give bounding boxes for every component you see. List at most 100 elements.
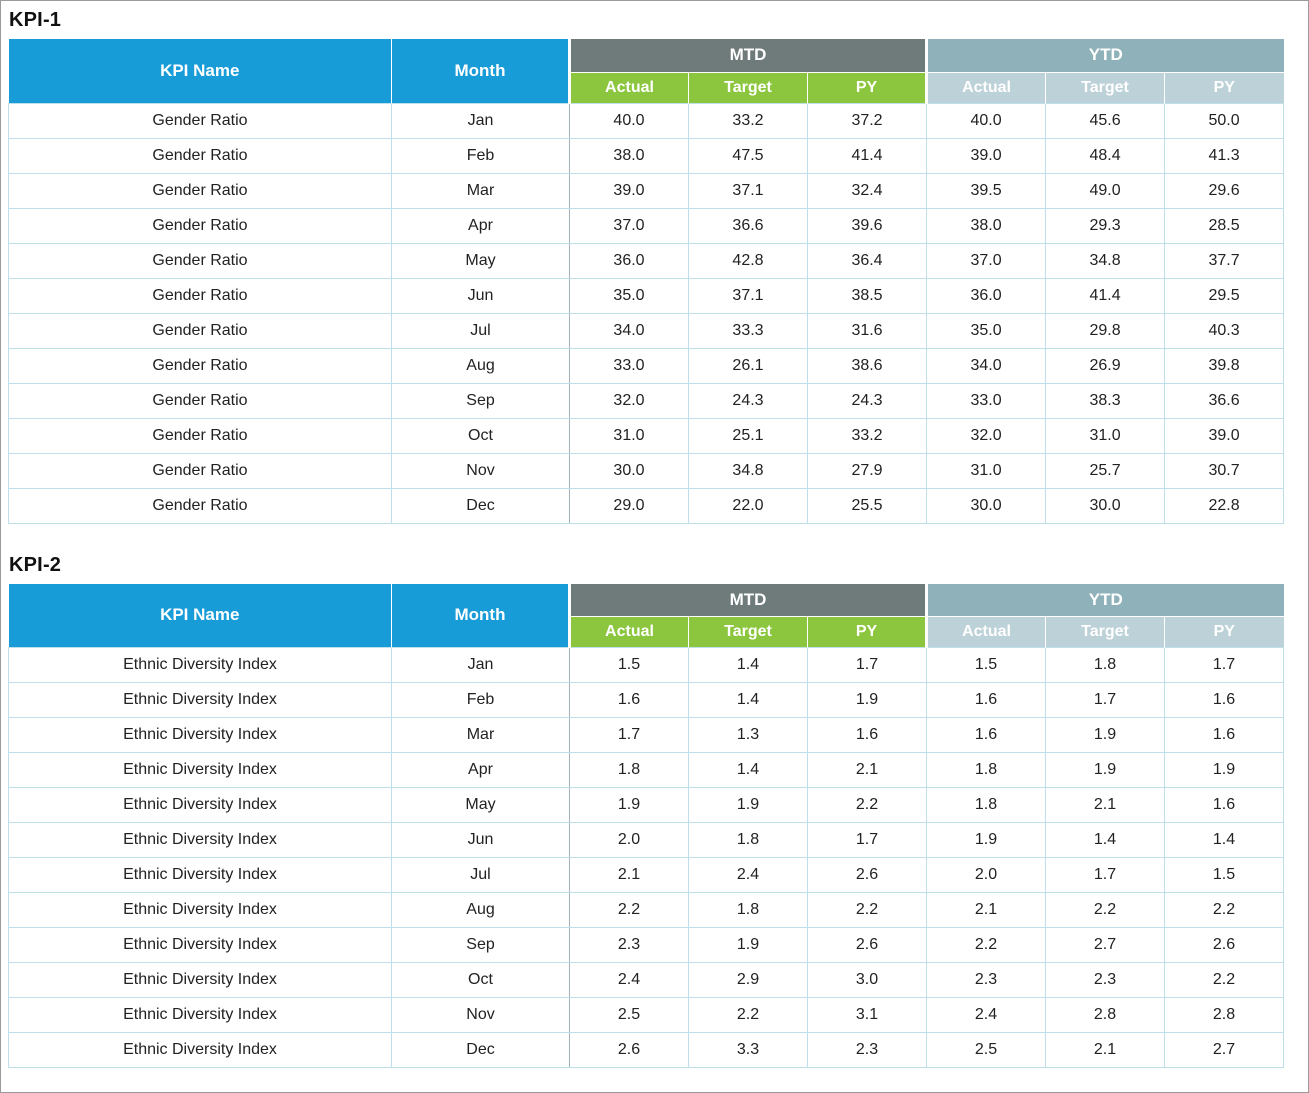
- month-cell[interactable]: Jun: [391, 822, 570, 858]
- mtd-actual-cell[interactable]: 37.0: [569, 207, 689, 244]
- ytd-py-cell[interactable]: 29.5: [1164, 277, 1285, 314]
- ytd-target-cell[interactable]: 2.3: [1045, 962, 1166, 998]
- ytd-target-cell[interactable]: 1.8: [1045, 647, 1166, 683]
- ytd-actual-cell[interactable]: 1.5: [926, 647, 1047, 683]
- kpi-name-cell[interactable]: Gender Ratio: [8, 172, 392, 209]
- ytd-py-cell[interactable]: 2.8: [1164, 997, 1285, 1033]
- kpi-name-cell[interactable]: Gender Ratio: [8, 487, 392, 524]
- mtd-actual-cell[interactable]: 1.5: [569, 647, 689, 683]
- mtd-py-cell[interactable]: 37.2: [806, 102, 928, 139]
- mtd-actual-cell[interactable]: 33.0: [569, 347, 689, 384]
- mtd-target-cell[interactable]: 1.9: [688, 927, 808, 963]
- ytd-py-cell[interactable]: 1.9: [1164, 752, 1285, 788]
- ytd-actual-cell[interactable]: 37.0: [926, 242, 1047, 279]
- mtd-group-header[interactable]: MTD: [567, 39, 927, 73]
- ytd-target-cell[interactable]: 2.8: [1045, 997, 1166, 1033]
- ytd-target-cell[interactable]: 1.9: [1045, 717, 1166, 753]
- mtd-target-cell[interactable]: 1.8: [688, 892, 808, 928]
- ytd-target-cell[interactable]: 1.4: [1045, 822, 1166, 858]
- month-cell[interactable]: Mar: [391, 172, 570, 209]
- ytd-target-cell[interactable]: 34.8: [1045, 242, 1166, 279]
- ytd-py-cell[interactable]: 28.5: [1164, 207, 1285, 244]
- ytd-group-header[interactable]: YTD: [925, 583, 1284, 617]
- month-cell[interactable]: Apr: [391, 207, 570, 244]
- mtd-target-cell[interactable]: 24.3: [688, 382, 808, 419]
- mtd-target-header[interactable]: Target: [688, 72, 808, 103]
- kpi-name-cell[interactable]: Gender Ratio: [8, 347, 392, 384]
- mtd-py-cell[interactable]: 38.6: [806, 347, 928, 384]
- mtd-actual-cell[interactable]: 36.0: [569, 242, 689, 279]
- ytd-py-cell[interactable]: 50.0: [1164, 102, 1285, 139]
- ytd-actual-cell[interactable]: 34.0: [926, 347, 1047, 384]
- mtd-target-cell[interactable]: 26.1: [688, 347, 808, 384]
- ytd-target-cell[interactable]: 30.0: [1045, 487, 1166, 524]
- mtd-target-cell[interactable]: 2.9: [688, 962, 808, 998]
- ytd-target-cell[interactable]: 31.0: [1045, 417, 1166, 454]
- mtd-target-cell[interactable]: 1.4: [688, 682, 808, 718]
- ytd-actual-cell[interactable]: 1.6: [926, 682, 1047, 718]
- kpi-name-cell[interactable]: Ethnic Diversity Index: [8, 717, 392, 753]
- mtd-target-cell[interactable]: 37.1: [688, 172, 808, 209]
- mtd-py-cell[interactable]: 1.7: [806, 647, 928, 683]
- mtd-actual-cell[interactable]: 1.6: [569, 682, 689, 718]
- kpi-name-cell[interactable]: Ethnic Diversity Index: [8, 927, 392, 963]
- mtd-actual-cell[interactable]: 2.5: [569, 997, 689, 1033]
- mtd-group-header[interactable]: MTD: [567, 583, 927, 617]
- ytd-target-cell[interactable]: 2.1: [1045, 1032, 1166, 1068]
- ytd-actual-cell[interactable]: 1.8: [926, 752, 1047, 788]
- mtd-py-cell[interactable]: 32.4: [806, 172, 928, 209]
- ytd-actual-cell[interactable]: 32.0: [926, 417, 1047, 454]
- mtd-actual-cell[interactable]: 2.0: [569, 822, 689, 858]
- mtd-py-cell[interactable]: 2.6: [806, 927, 928, 963]
- kpi-name-cell[interactable]: Ethnic Diversity Index: [8, 892, 392, 928]
- mtd-actual-cell[interactable]: 31.0: [569, 417, 689, 454]
- ytd-actual-cell[interactable]: 2.0: [926, 857, 1047, 893]
- kpi-name-cell[interactable]: Ethnic Diversity Index: [8, 682, 392, 718]
- month-cell[interactable]: Dec: [391, 1032, 570, 1068]
- mtd-py-cell[interactable]: 1.9: [806, 682, 928, 718]
- mtd-target-cell[interactable]: 22.0: [688, 487, 808, 524]
- month-cell[interactable]: Oct: [391, 962, 570, 998]
- ytd-py-cell[interactable]: 2.6: [1164, 927, 1285, 963]
- kpi-name-header[interactable]: KPI Name: [8, 583, 392, 648]
- ytd-py-header[interactable]: PY: [1164, 72, 1284, 103]
- ytd-py-cell[interactable]: 29.6: [1164, 172, 1285, 209]
- mtd-target-cell[interactable]: 1.9: [688, 787, 808, 823]
- ytd-target-cell[interactable]: 38.3: [1045, 382, 1166, 419]
- month-header[interactable]: Month: [391, 39, 570, 103]
- mtd-actual-header[interactable]: Actual: [568, 616, 689, 648]
- mtd-actual-cell[interactable]: 32.0: [569, 382, 689, 419]
- mtd-py-cell[interactable]: 1.7: [806, 822, 928, 858]
- ytd-target-cell[interactable]: 25.7: [1045, 452, 1166, 489]
- kpi-name-cell[interactable]: Ethnic Diversity Index: [8, 1032, 392, 1068]
- ytd-actual-cell[interactable]: 2.1: [926, 892, 1047, 928]
- mtd-py-cell[interactable]: 24.3: [806, 382, 928, 419]
- month-cell[interactable]: Oct: [391, 417, 570, 454]
- month-cell[interactable]: Feb: [391, 137, 570, 174]
- mtd-actual-cell[interactable]: 40.0: [569, 102, 689, 139]
- kpi-name-cell[interactable]: Gender Ratio: [8, 242, 392, 279]
- ytd-py-cell[interactable]: 41.3: [1164, 137, 1285, 174]
- mtd-actual-cell[interactable]: 1.8: [569, 752, 689, 788]
- ytd-target-cell[interactable]: 2.1: [1045, 787, 1166, 823]
- ytd-actual-cell[interactable]: 2.3: [926, 962, 1047, 998]
- ytd-actual-cell[interactable]: 30.0: [926, 487, 1047, 524]
- ytd-py-header[interactable]: PY: [1164, 616, 1284, 648]
- mtd-py-header[interactable]: PY: [806, 72, 927, 103]
- mtd-target-header[interactable]: Target: [688, 616, 808, 648]
- ytd-actual-cell[interactable]: 2.4: [926, 997, 1047, 1033]
- mtd-py-cell[interactable]: 31.6: [806, 312, 928, 349]
- mtd-actual-cell[interactable]: 35.0: [569, 277, 689, 314]
- month-cell[interactable]: Jun: [391, 277, 570, 314]
- kpi-name-cell[interactable]: Gender Ratio: [8, 207, 392, 244]
- ytd-target-cell[interactable]: 1.9: [1045, 752, 1166, 788]
- month-cell[interactable]: Sep: [391, 927, 570, 963]
- kpi-name-cell[interactable]: Gender Ratio: [8, 102, 392, 139]
- mtd-target-cell[interactable]: 34.8: [688, 452, 808, 489]
- mtd-actual-cell[interactable]: 38.0: [569, 137, 689, 174]
- mtd-py-cell[interactable]: 41.4: [806, 137, 928, 174]
- month-cell[interactable]: Apr: [391, 752, 570, 788]
- mtd-target-cell[interactable]: 33.3: [688, 312, 808, 349]
- kpi-name-cell[interactable]: Ethnic Diversity Index: [8, 997, 392, 1033]
- ytd-py-cell[interactable]: 1.6: [1164, 682, 1285, 718]
